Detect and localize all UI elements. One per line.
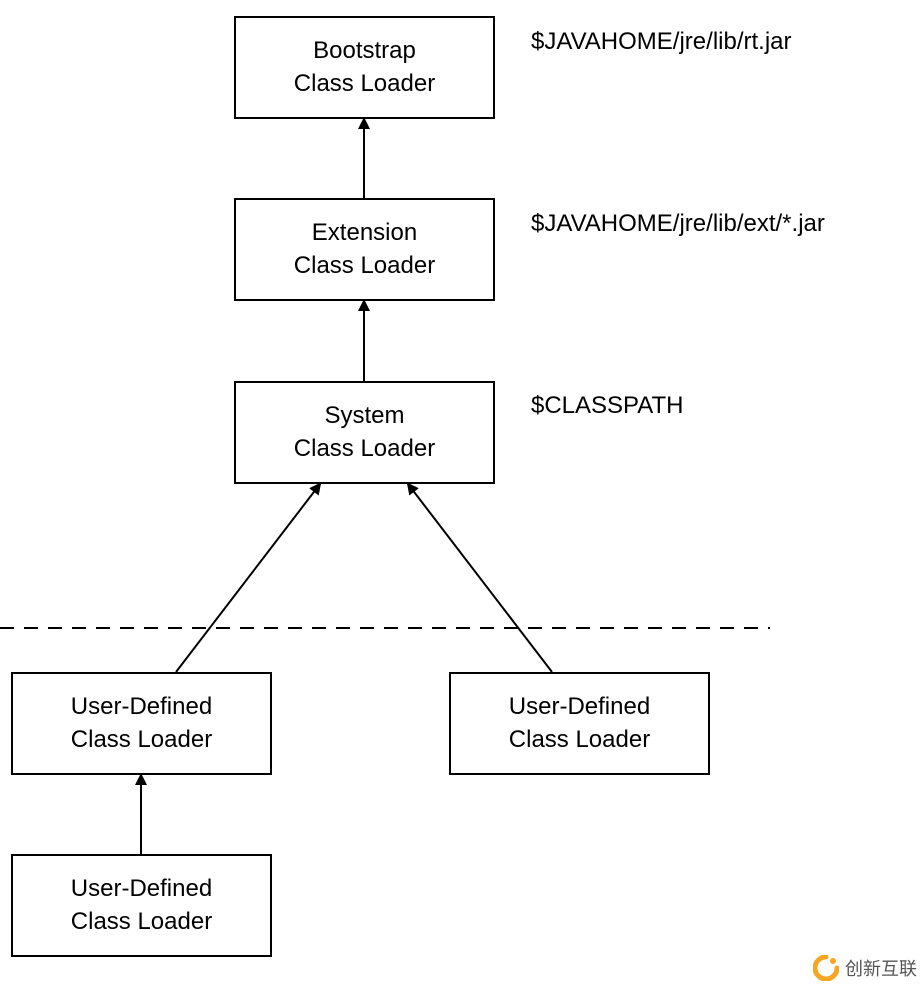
watermark-logo-icon [813,955,839,981]
node-user-a-line1: User-Defined [71,691,212,723]
node-bootstrap-line2: Class Loader [294,68,435,100]
node-user-b: User-Defined Class Loader [449,672,710,775]
annotation-bootstrap: $JAVAHOME/jre/lib/rt.jar [531,28,792,56]
node-user-c-line2: Class Loader [71,906,212,938]
node-bootstrap-line1: Bootstrap [313,35,416,67]
annotation-extension: $JAVAHOME/jre/lib/ext/*.jar [531,210,825,238]
node-extension: Extension Class Loader [234,198,495,301]
node-user-c: User-Defined Class Loader [11,854,272,957]
watermark-text: 创新互联 [845,955,917,981]
node-user-a-line2: Class Loader [71,724,212,756]
node-system-line2: Class Loader [294,433,435,465]
node-user-b-line1: User-Defined [509,691,650,723]
node-extension-line1: Extension [312,217,417,249]
annotation-system: $CLASSPATH [531,392,684,420]
node-user-b-line2: Class Loader [509,724,650,756]
node-user-c-line1: User-Defined [71,873,212,905]
node-user-a: User-Defined Class Loader [11,672,272,775]
node-system: System Class Loader [234,381,495,484]
node-system-line1: System [324,400,404,432]
edge-user-a-to-system [176,484,320,672]
watermark: 创新互联 [813,955,917,981]
edge-user-b-to-system [408,484,552,672]
node-extension-line2: Class Loader [294,250,435,282]
diagram-edges [0,0,923,987]
node-bootstrap: Bootstrap Class Loader [234,16,495,119]
